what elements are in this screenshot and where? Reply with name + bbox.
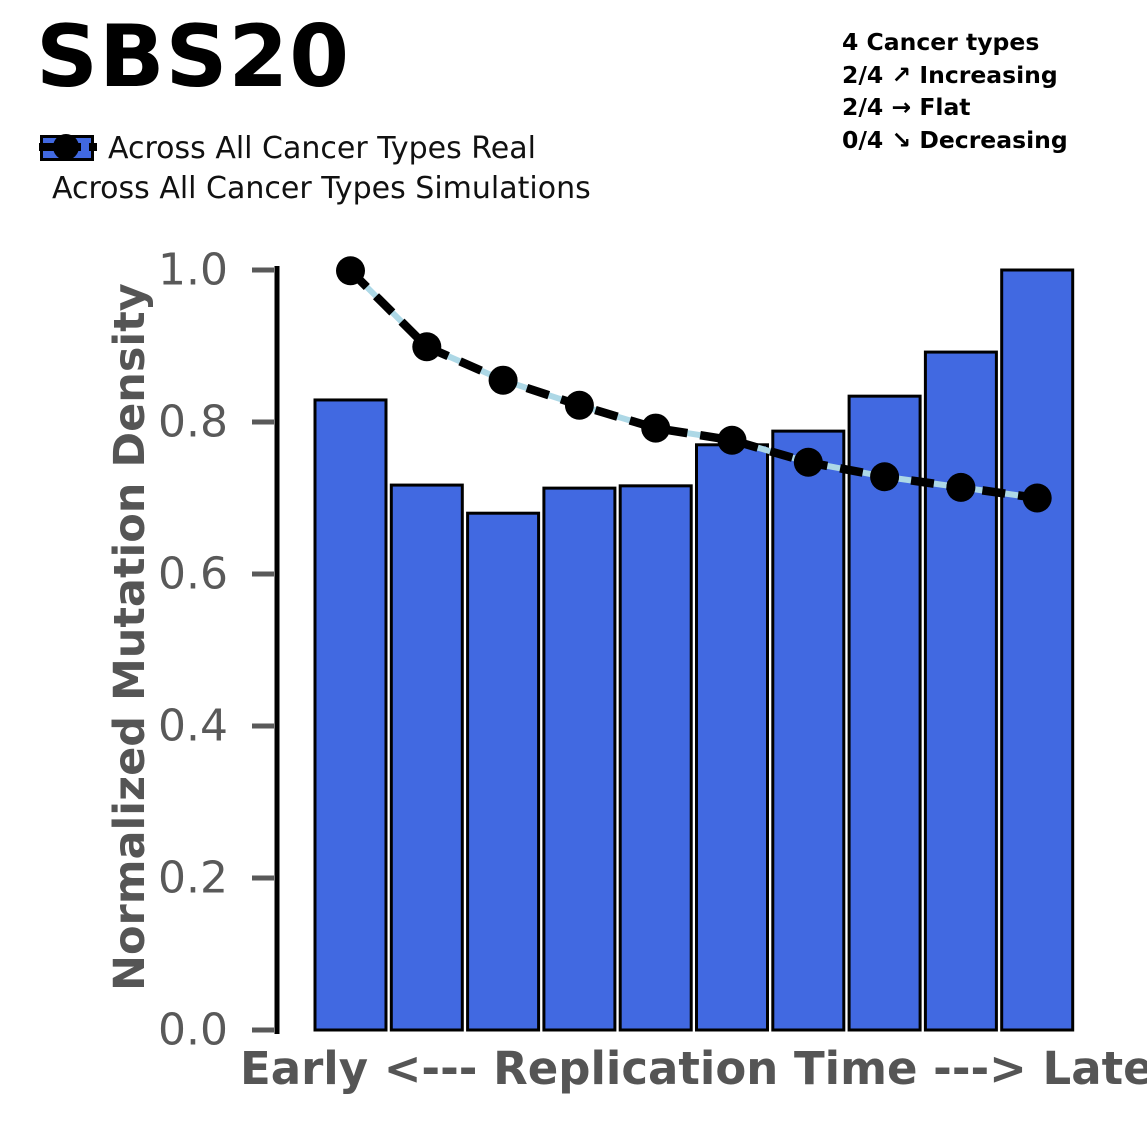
real-density-bar (771, 429, 846, 1032)
sim-point (793, 447, 823, 477)
legend: Across All Cancer Types Real Across All … (38, 130, 591, 206)
real-density-bar (542, 486, 617, 1032)
stats-decreasing: 0/4 ↘ Decreasing (842, 125, 1068, 154)
chart-title: SBS20 (36, 7, 351, 107)
real-density-bar (847, 394, 922, 1032)
sim-point (641, 413, 671, 443)
sim-point (717, 425, 747, 455)
y-axis-tick-label: 0.6 (158, 549, 228, 600)
sim-point (564, 390, 594, 420)
legend-label-real: Across All Cancer Types Real (108, 130, 536, 166)
legend-label-simulations: Across All Cancer Types Simulations (52, 170, 591, 206)
stats-flat: 2/4 → Flat (842, 93, 971, 121)
trend-stats: 4 Cancer types 2/4 ↗ Increasing 2/4 → Fl… (842, 26, 1068, 156)
real-density-bar (466, 511, 541, 1032)
real-density-bar (389, 483, 464, 1032)
sim-point (870, 462, 900, 492)
legend-item-simulations: Across All Cancer Types Simulations (38, 134, 591, 206)
sim-point (1022, 483, 1052, 513)
legend-item-real: Across All Cancer Types Real (38, 130, 591, 166)
real-density-bar (313, 398, 388, 1032)
real-density-bar (695, 443, 769, 1032)
y-axis-tick-label: 0.4 (158, 701, 228, 752)
sim-line (347, 267, 1038, 503)
real-density-bar (1000, 268, 1075, 1032)
y-axis-tick-label: 0.0 (158, 1005, 228, 1056)
real-density-bar (618, 484, 693, 1032)
sim-point (488, 365, 518, 395)
sim-point (336, 256, 365, 286)
stats-total: 4 Cancer types (842, 28, 1040, 56)
y-axis-tick-label: 0.2 (158, 853, 228, 904)
sim-line-swatch-icon (39, 134, 97, 160)
y-axis-tick-label: 1.0 (158, 245, 228, 296)
sim-point (946, 472, 976, 502)
y-axis-tick-label: 0.8 (158, 397, 228, 448)
sim-point (412, 332, 442, 362)
real-density-bar (923, 350, 998, 1032)
y-axis-spine (274, 266, 280, 1034)
stats-increasing: 2/4 ↗ Increasing (842, 60, 1058, 89)
x-axis-label: Early <--- Replication Time ---> Late (240, 1042, 1147, 1095)
